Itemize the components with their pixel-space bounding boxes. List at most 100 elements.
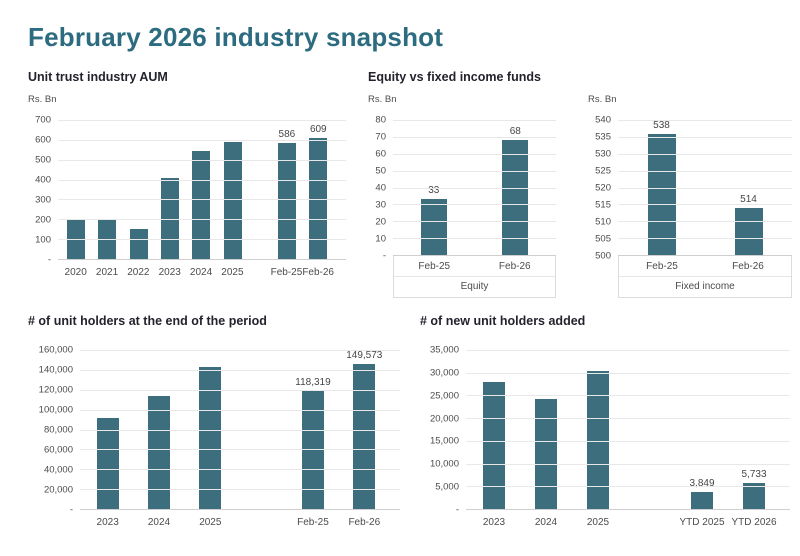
bar-cell [572, 350, 624, 509]
plot-column: 3,849 5,733 2023 2024 2025 YTD 2025 YTD 2026 [466, 350, 790, 528]
axis-gap [624, 517, 676, 528]
chart-new-unit-holders: # of new unit holders added 35,000 30,000… [420, 314, 790, 528]
y-axis: 35,000 30,000 25,000 20,000 15,000 10,000 5,00… [420, 345, 466, 516]
bar-cell [520, 350, 572, 509]
x-axis-label: 2024 [534, 517, 558, 528]
gridline [393, 136, 556, 138]
x-axis-label: 2022 [127, 267, 150, 278]
x-axis-label: Feb-25 [646, 261, 678, 272]
axis-gap [236, 517, 287, 528]
bar-cell [217, 120, 248, 259]
y-tick-label: - [69, 504, 73, 516]
x-axis-label: Feb-26 [732, 261, 764, 272]
bar-cell [468, 350, 520, 509]
gridline [466, 350, 790, 351]
bars-row: 3,849 5,733 [466, 350, 790, 509]
y-tick-label: 60 [375, 148, 386, 160]
bar-cell: 5,733 [728, 350, 780, 509]
gridline [393, 170, 556, 172]
y-axis: 700 600 500 400 300 200 100 - [28, 115, 58, 266]
data-label: 68 [509, 126, 521, 138]
y-tick-label: 35,000 [429, 344, 459, 356]
gridline [618, 120, 792, 121]
bar-2025 [199, 367, 222, 509]
y-tick-label: 500 [35, 154, 51, 166]
data-label: 33 [428, 185, 440, 197]
gridline [466, 395, 790, 397]
y-tick-label: 20 [375, 216, 386, 228]
chart-title: Unit trust industry AUM [28, 70, 168, 84]
y-tick-label: 10 [375, 233, 386, 245]
bar-2025 [587, 370, 609, 509]
bar-cell: 68 [475, 120, 557, 255]
x-axis-label: Feb-26 [498, 261, 531, 272]
x-axis-label: Feb-26 [348, 517, 381, 528]
y-tick-label: 160,000 [38, 344, 73, 356]
y-tick-label: 525 [595, 165, 611, 177]
y-tick-label: 100,000 [38, 404, 73, 416]
plot-area: 3,849 5,733 [466, 350, 790, 510]
bar-2023 [96, 417, 119, 509]
y-axis-unit-label: Rs. Bn [368, 94, 397, 105]
y-tick-label: 80 [375, 114, 386, 126]
chart-title: Equity vs fixed income funds [368, 70, 541, 84]
y-tick-label: 40,000 [43, 464, 73, 476]
gridline [618, 136, 792, 138]
gridline [58, 239, 346, 241]
gridline [393, 153, 556, 155]
plot-column: 538 514 Feb-25 Feb-26 Fixed income [618, 120, 792, 298]
y-tick-label: 140,000 [38, 364, 73, 376]
x-axis-label: 2025 [199, 517, 222, 528]
y-tick-label: 520 [595, 182, 611, 194]
y-axis-unit-label: Rs. Bn [588, 94, 617, 105]
axis-gap [249, 120, 272, 259]
gridline [618, 170, 792, 172]
y-tick-label: 10,000 [429, 458, 459, 470]
bar-Feb-26 [309, 138, 328, 259]
x-axis-labels: Feb-25 Feb-26 [619, 256, 791, 277]
x-axis-labels: Feb-25 Feb-26 [394, 256, 555, 277]
page-title: February 2026 industry snapshot [28, 22, 444, 52]
y-tick-label: 30 [375, 199, 386, 211]
y-tick-label: 60,000 [43, 444, 73, 456]
y-tick-label: 80,000 [43, 424, 73, 436]
bar-cell [123, 120, 154, 259]
x-axis-labels: 2020 2021 2022 2023 2024 2025 Feb-25 Feb-26 [58, 267, 346, 278]
bar-Feb-26 [502, 140, 529, 255]
bar-2025 [223, 141, 242, 259]
x-axis-label: Feb-26 [302, 267, 334, 278]
gridline [58, 139, 346, 141]
chart-fixed-income: Rs. Bn 540 535 530 525 520 515 510 505 500 538 51… [588, 70, 792, 298]
gridline [393, 221, 556, 223]
x-axis-label: 2023 [158, 267, 181, 278]
bar-Feb-25 [277, 142, 296, 259]
y-axis-unit-label: Rs. Bn [28, 94, 57, 105]
bar-cell [154, 120, 185, 259]
gridline [80, 449, 400, 451]
y-tick-label: 505 [595, 233, 611, 245]
y-tick-label: 400 [35, 174, 51, 186]
y-tick-label: 20,000 [429, 413, 459, 425]
data-label: 118,319 [295, 377, 331, 389]
gridline [618, 238, 792, 240]
x-axis-label: 2024 [147, 517, 171, 528]
y-tick-label: 700 [35, 114, 51, 126]
plot-row: 700 600 500 400 300 200 100- 586 609 2020 2021 20… [28, 115, 346, 278]
gridline [466, 486, 790, 488]
y-tick-label: 515 [595, 199, 611, 211]
plot-area: 538 514 [618, 120, 792, 256]
x-axis-label: 2021 [95, 267, 119, 278]
gridline [466, 440, 790, 442]
gridline [80, 429, 400, 431]
plot-row: 80 70 60 50 40 30 20 10 - 33 68 Feb-25 Feb-26 Equi… [368, 115, 556, 298]
x-axis-label: Feb-25 [297, 517, 329, 528]
plot-area: 33 68 [393, 120, 556, 256]
bar-cell [185, 350, 236, 509]
y-tick-label: - [47, 254, 51, 266]
y-tick-label: 100 [35, 234, 51, 246]
bars-row: 586 609 [58, 120, 346, 259]
y-tick-label: 50 [375, 165, 386, 177]
y-tick-label: 500 [595, 250, 611, 262]
bar-2024 [192, 150, 211, 259]
data-label: 609 [309, 124, 327, 136]
